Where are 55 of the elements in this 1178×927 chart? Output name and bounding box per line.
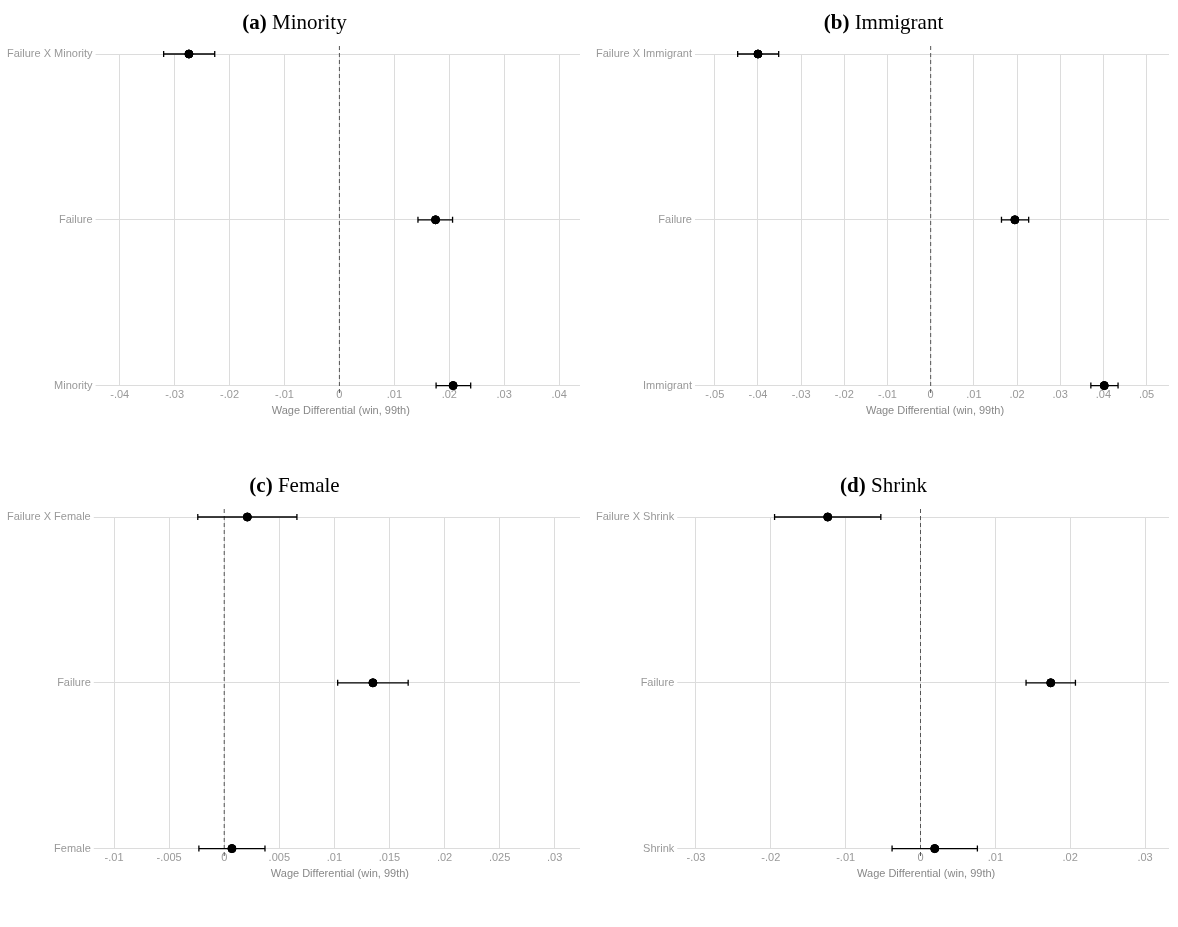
x-tick-label: -.03	[791, 388, 811, 401]
x-tick-label: .02	[1009, 388, 1025, 401]
y-tick-label: Failure X Immigrant	[595, 47, 692, 60]
x-tick-label: 0	[336, 388, 343, 401]
chart-title: (b) Immigrant	[822, 9, 945, 36]
x-tick-label: .03	[496, 388, 512, 401]
x-tick-label: .01	[386, 388, 402, 401]
y-tick-label: Failure	[658, 212, 692, 225]
x-tick-label: .01	[966, 388, 982, 401]
x-axis-title: Wage Differential (win, 99th)	[865, 404, 1005, 417]
y-tick-label: Failure	[640, 675, 675, 688]
x-axis-title: Wage Differential (win, 99th)	[271, 404, 410, 417]
x-tick-label: -.01	[104, 851, 124, 864]
y-tick-label: Failure X Female	[6, 510, 91, 523]
x-tick-label: 0	[927, 388, 934, 401]
y-tick-label: Female	[54, 841, 91, 854]
x-tick-label: 0	[221, 851, 228, 864]
x-tick-label: .025	[488, 851, 511, 864]
x-tick-label: .03	[1052, 388, 1068, 401]
x-tick-label: .02	[436, 851, 453, 864]
y-tick-label: Failure	[58, 212, 93, 225]
x-tick-label: .03	[1137, 851, 1153, 864]
chart-title: (d) Shrink	[839, 472, 928, 499]
x-tick-label: .02	[1062, 851, 1078, 864]
x-tick-label: .04	[1095, 388, 1112, 401]
x-tick-label: -.04	[110, 388, 130, 401]
x-tick-label: .04	[551, 388, 567, 401]
x-tick-label: -.01	[878, 388, 897, 401]
x-tick-label: -.02	[834, 388, 854, 401]
x-tick-label: -.03	[686, 851, 706, 864]
x-tick-label: .015	[378, 851, 401, 864]
y-tick-label: Minority	[54, 378, 94, 391]
x-tick-label: .05	[1138, 388, 1155, 401]
x-tick-label: -.02	[761, 851, 781, 864]
y-tick-label: Failure X Minority	[7, 47, 94, 60]
y-tick-label: Failure X Shrink	[595, 510, 675, 523]
x-tick-label: .02	[441, 388, 457, 401]
x-tick-label: .03	[547, 851, 563, 864]
y-tick-label: Failure	[57, 675, 91, 688]
chart-title: (a) Minority	[241, 9, 348, 36]
x-tick-label: -.01	[275, 388, 294, 401]
x-tick-label: .005	[268, 851, 290, 864]
y-tick-label: Immigrant	[643, 378, 692, 391]
x-tick-label: .01	[987, 851, 1004, 864]
x-tick-label: -.01	[836, 851, 856, 864]
x-tick-label: -.04	[748, 388, 768, 401]
x-tick-label: -.05	[705, 388, 725, 401]
y-tick-label: Shrink	[643, 841, 675, 854]
x-tick-label: -.03	[165, 388, 185, 401]
x-axis-title: Wage Differential (win, 99th)	[857, 867, 996, 880]
x-axis-title: Wage Differential (win, 99th)	[270, 867, 409, 880]
x-tick-label: -.02	[220, 388, 240, 401]
x-tick-label: .01	[326, 851, 343, 864]
x-tick-label: -.005	[156, 851, 182, 864]
chart-title: (c) Female	[248, 472, 341, 499]
